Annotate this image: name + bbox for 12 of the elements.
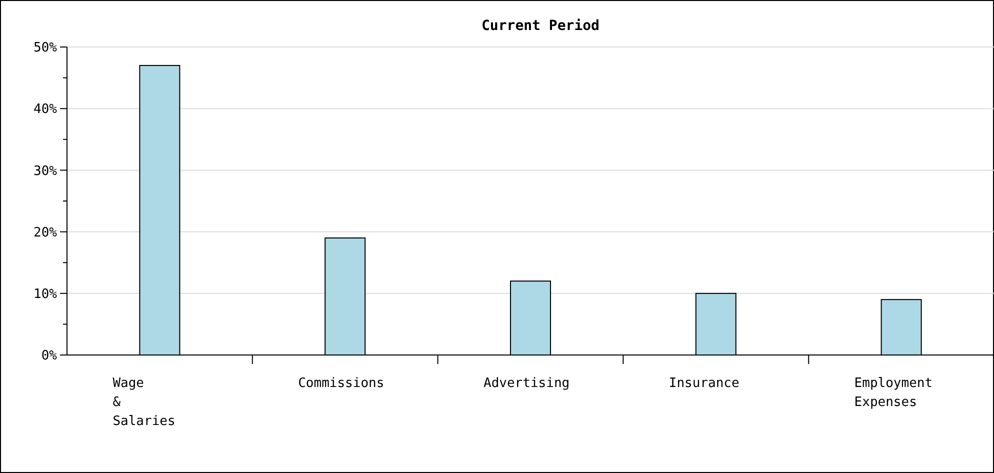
y-tick-label: 10%: [34, 286, 58, 302]
chart-title: Current Period: [481, 18, 600, 34]
x-tick-label: Insurance: [668, 376, 740, 391]
y-tick-label: 30%: [34, 164, 58, 179]
x-tick-label: Employment Expenses: [854, 376, 933, 410]
y-tick-label: 0%: [41, 348, 58, 364]
x-tick-label: Advertising: [484, 376, 570, 391]
y-tick-label: 20%: [34, 225, 58, 240]
x-tick-label: Wage & Salaries: [112, 376, 176, 429]
y-tick-label: 40%: [34, 102, 58, 118]
x-tick-label: Commissions: [298, 376, 384, 391]
y-tick-label: 50%: [34, 40, 58, 56]
